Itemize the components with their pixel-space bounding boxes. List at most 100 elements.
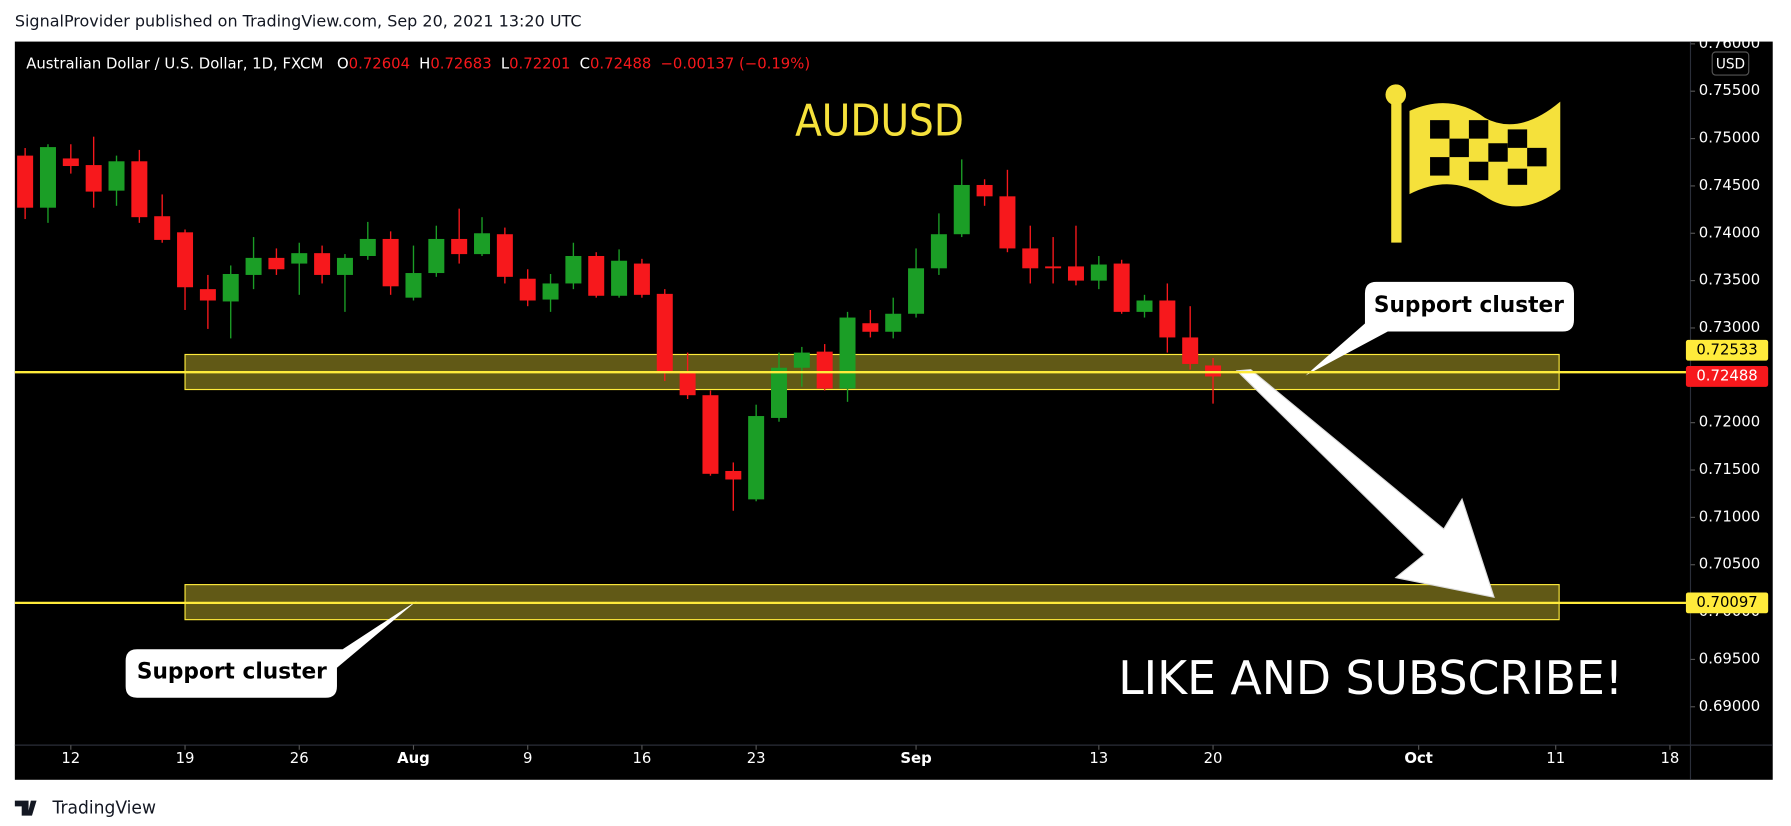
candle-body	[1182, 337, 1199, 364]
x-tick-label: 20	[1204, 749, 1223, 767]
chart-title: AUDUSD	[795, 95, 964, 146]
candle-body	[862, 323, 879, 332]
candle-body	[839, 317, 856, 389]
candle-body	[885, 313, 902, 332]
candle-body	[793, 352, 810, 368]
y-tick-label: 0.71000	[1699, 507, 1760, 525]
x-tick-label: Sep	[900, 749, 932, 767]
currency-label: USD	[1716, 57, 1745, 73]
ohlc-prefix: H	[419, 55, 430, 73]
y-tick-label: 0.75000	[1699, 129, 1760, 147]
candle-body	[268, 257, 285, 270]
candle-body	[428, 238, 445, 274]
candle-body	[930, 234, 947, 269]
candle-body	[131, 161, 148, 218]
price-tag-label: 0.72533	[1696, 340, 1757, 358]
candle-body	[542, 283, 559, 300]
candle-body	[702, 395, 719, 474]
candle-body	[496, 234, 513, 277]
callout-lower: Support cluster	[125, 600, 417, 698]
candle-body	[199, 289, 216, 301]
candle-body	[633, 263, 650, 295]
candle-body	[62, 158, 79, 167]
candle-body	[314, 253, 331, 275]
candle-body	[1205, 365, 1222, 377]
candle-body	[1067, 266, 1084, 281]
y-tick-label: 0.69000	[1699, 697, 1760, 715]
forecast-arrow	[1235, 369, 1495, 599]
callout-text: Support cluster	[137, 659, 327, 684]
candle-body	[588, 255, 605, 296]
ohlc-value: 0.72201	[509, 55, 570, 73]
callout-text: Support cluster	[1374, 293, 1564, 318]
x-tick-label: Aug	[397, 749, 430, 767]
y-tick-label: 0.71500	[1699, 460, 1760, 478]
flag-pole	[1391, 101, 1402, 243]
x-tick-label: 26	[290, 749, 309, 767]
candle-body	[1136, 300, 1153, 312]
y-tick-label: 0.72000	[1699, 413, 1760, 431]
price-tag-label: 0.72488	[1696, 366, 1757, 384]
candle-body	[816, 351, 833, 389]
price-tag	[1685, 339, 1769, 361]
candle-body	[679, 372, 696, 396]
symbol-legend: Australian Dollar / U.S. Dollar, 1D, FXC…	[26, 55, 810, 73]
cta-text: LIKE AND SUBSCRIBE!	[1118, 651, 1623, 705]
candle-body	[999, 196, 1016, 249]
symbol-name: Australian Dollar / U.S. Dollar, 1D, FXC…	[26, 55, 323, 73]
candle-body	[565, 255, 582, 284]
candle-body	[1022, 248, 1039, 269]
callout-bubble	[125, 600, 417, 698]
x-tick-label: Oct	[1404, 749, 1433, 767]
price-tag	[1685, 592, 1769, 614]
ohlc-value: 0.72604	[349, 55, 410, 73]
ohlc-value: 0.72488	[590, 55, 651, 73]
candle-body	[451, 238, 468, 255]
candle-body	[1159, 300, 1176, 338]
x-tick-label: 18	[1660, 749, 1679, 767]
x-tick-label: 13	[1089, 749, 1108, 767]
y-tick-label: 0.73500	[1699, 271, 1760, 289]
y-tick-label: 0.76000	[1699, 34, 1760, 52]
candle-body	[85, 165, 102, 192]
flag-ball	[1385, 84, 1407, 106]
candle-body	[39, 147, 56, 208]
currency-box	[1711, 51, 1750, 76]
x-tick-label: 11	[1546, 749, 1565, 767]
flag-checks	[1430, 120, 1547, 185]
candle-body	[770, 367, 787, 418]
candle-body	[519, 278, 536, 301]
y-tick-label: 0.74500	[1699, 176, 1760, 194]
x-tick-label: 19	[176, 749, 195, 767]
x-tick-label: 23	[747, 749, 766, 767]
candle-body	[953, 184, 970, 235]
x-tick-label: 9	[523, 749, 532, 767]
logo-mark	[14, 800, 37, 816]
candle-body	[908, 268, 925, 314]
y-tick-label: 0.73000	[1699, 318, 1760, 336]
candle-body	[1045, 266, 1062, 269]
candle-body	[748, 416, 765, 500]
candle-body	[725, 470, 742, 480]
publish-header: SignalProvider published on TradingView.…	[15, 11, 582, 30]
candle-body	[1090, 264, 1107, 281]
flag-icon	[1385, 84, 1561, 243]
y-tick-label: 0.74000	[1699, 223, 1760, 241]
y-tick-label: 0.75500	[1699, 81, 1760, 99]
y-tick-label: 0.70500	[1699, 555, 1760, 573]
footer-brand: TradingView	[52, 799, 156, 819]
ohlc-prefix: O	[337, 55, 349, 73]
candle-body	[336, 257, 353, 275]
candle-body	[108, 161, 125, 191]
candle-body	[611, 260, 628, 296]
y-tick-label: 0.69500	[1699, 649, 1760, 667]
candle-body	[222, 273, 239, 302]
candle-body	[291, 253, 308, 264]
x-tick-label: 16	[632, 749, 651, 767]
price-tag	[1685, 366, 1769, 387]
price-tag-label: 0.70097	[1696, 593, 1757, 611]
candle-body	[405, 273, 422, 298]
x-tick-label: 12	[61, 749, 80, 767]
ohlc-prefix: C	[580, 55, 590, 73]
